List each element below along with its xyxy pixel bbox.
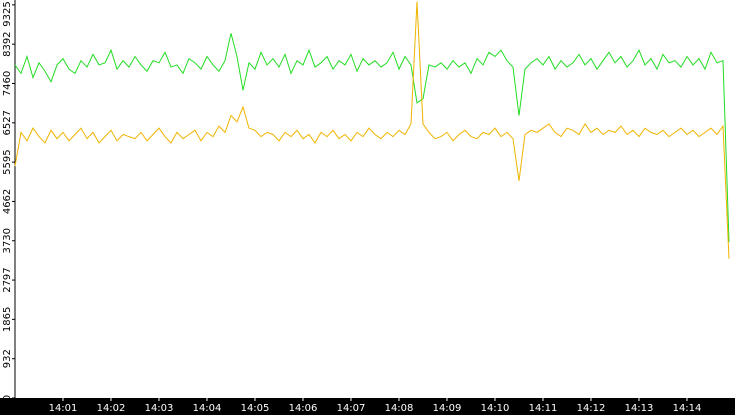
series-line <box>14 33 730 243</box>
x-tick-label: 14:09 <box>433 403 462 414</box>
x-tick-label: 14:12 <box>577 403 606 414</box>
x-tick-label: 14:01 <box>49 403 78 414</box>
y-tick-label: 1865 <box>2 307 13 332</box>
x-tick-label: 14:11 <box>529 403 558 414</box>
y-tick-label: 2797 <box>2 267 13 292</box>
y-tick-label: 7460 <box>2 71 13 96</box>
x-tick-label: 14:05 <box>241 403 270 414</box>
y-tick-label: 0 <box>2 395 13 401</box>
x-tick-label: 14:14 <box>673 403 702 414</box>
x-tick-label: 14:08 <box>385 403 414 414</box>
x-tick-label: 14:10 <box>481 403 510 414</box>
series-line <box>14 1 730 259</box>
y-tick-label: 8392 <box>2 31 13 56</box>
x-axis-bar <box>0 398 735 415</box>
x-tick-label: 14:02 <box>97 403 126 414</box>
x-tick-label: 14:06 <box>289 403 318 414</box>
x-tick-label: 14:07 <box>337 403 366 414</box>
y-tick-label: 932 <box>2 349 13 368</box>
x-tick-label: 14:04 <box>193 403 222 414</box>
x-tick-label: 14:03 <box>145 403 174 414</box>
y-tick-label: 5595 <box>2 149 13 174</box>
y-tick-label: 4662 <box>2 189 13 214</box>
x-tick-label: 14:13 <box>625 403 654 414</box>
y-tick-label: 3730 <box>2 228 13 253</box>
y-tick-label: 9325 <box>2 1 13 26</box>
y-tick-label: 6527 <box>2 110 13 135</box>
